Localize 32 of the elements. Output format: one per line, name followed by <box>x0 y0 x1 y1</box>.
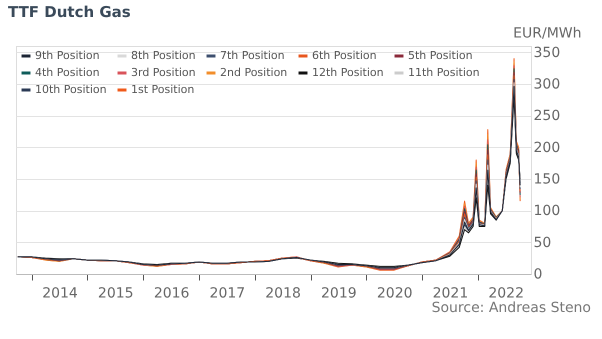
legend-label: 9th Position <box>35 49 100 62</box>
legend-label: 7th Position <box>220 49 285 62</box>
y-axis-title: EUR/MWh <box>513 26 582 42</box>
x-tick-label: 2021 <box>432 286 468 302</box>
x-tick-label: 2015 <box>98 286 134 302</box>
source-note: Source: Andreas Steno <box>432 300 591 316</box>
y-tick-label: 100 <box>534 203 560 220</box>
legend-label: 12th Position <box>312 66 384 79</box>
legend-label: 6th Position <box>312 49 377 62</box>
chart-title: TTF Dutch Gas <box>8 3 131 21</box>
legend-label: 8th Position <box>131 49 196 62</box>
y-tick-label: 150 <box>534 172 560 188</box>
x-tick-label: 2018 <box>265 286 301 302</box>
y-tick-label: 350 <box>534 44 560 61</box>
x-tick-label: 2020 <box>376 286 413 302</box>
y-tick-label: 200 <box>534 140 560 156</box>
y-tick-label: 300 <box>534 76 560 92</box>
y-tick-label: 250 <box>534 108 560 124</box>
x-tick-label: 2019 <box>320 286 357 302</box>
y-tick-label: 0 <box>534 266 542 282</box>
x-tick-label: 2014 <box>42 286 78 302</box>
x-tick-label: 2022 <box>488 286 524 302</box>
legend-label: 10th Position <box>35 83 107 96</box>
legend-label: 3rd Position <box>131 66 196 79</box>
legend-label: 2nd Position <box>220 66 288 79</box>
legend-label: 4th Position <box>35 66 100 79</box>
y-tick-label: 50 <box>534 234 552 251</box>
x-tick-label: 2016 <box>154 286 190 302</box>
x-tick-label: 2017 <box>210 286 246 302</box>
legend-label: 1st Position <box>131 83 194 96</box>
legend-label: 11th Position <box>408 66 480 79</box>
legend-label: 5th Position <box>408 49 473 62</box>
